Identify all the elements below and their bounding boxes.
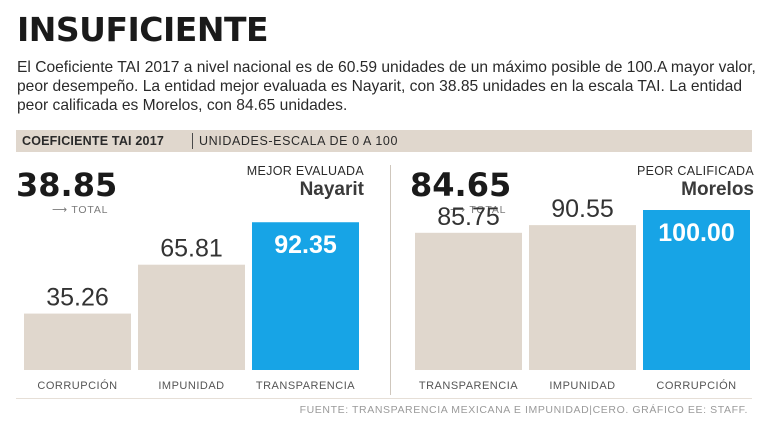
tag-worst: PEOR CALIFICADA Morelos — [637, 164, 754, 201]
data-label: 85.75 — [437, 203, 500, 231]
category-label: TRANSPARENCIA — [419, 380, 518, 392]
data-label: 92.35 — [274, 231, 337, 259]
panel-worst: 84.65 ⟶ TOTAL PEOR CALIFICADA Morelos 85… — [398, 160, 760, 395]
band-subtitle: UNIDADES-ESCALA DE 0 A 100 — [199, 134, 399, 148]
bar-transparencia — [415, 232, 522, 370]
bar-impunidad — [529, 225, 636, 370]
bar-corrupción — [643, 210, 750, 370]
score-best: 38.85 — [16, 166, 118, 204]
bottom-rule — [16, 398, 752, 399]
total-label-worst: ⟶ TOTAL — [450, 204, 507, 216]
tag-best-state: Nayarit — [299, 179, 364, 200]
data-label: 65.81 — [160, 235, 223, 263]
data-label: 35.26 — [46, 284, 109, 312]
tag-worst-line1: PEOR CALIFICADA — [636, 164, 754, 178]
arrow-right-icon: ⟶ — [450, 204, 466, 216]
chart-best: 35.26 CORRUPCIÓN 65.81 IMPUNIDAD 92.35 TRANSP… — [24, 222, 359, 392]
chart-worst: 85.75 TRANSPARENCIA 90.55 IMPUNIDAD 100.00 CO… — [415, 195, 750, 392]
category-label: CORRUPCIÓN — [656, 379, 736, 392]
total-label-best: ⟶ TOTAL — [52, 204, 109, 216]
headline: INSUFICIENTE — [17, 10, 269, 49]
intro-paragraph: El Coeficiente TAI 2017 a nivel nacional… — [17, 59, 756, 114]
band-title: COEFICIENTE TAI 2017 — [22, 134, 164, 148]
arrow-right-icon: ⟶ — [52, 204, 68, 216]
bar-corrupción — [24, 313, 131, 370]
score-worst: 84.65 — [410, 166, 512, 204]
source-note: FUENTE: TRANSPARENCIA MEXICANA E IMPUNID… — [299, 404, 748, 416]
panel-divider — [390, 165, 391, 395]
bar-impunidad — [138, 264, 245, 370]
tag-best: MEJOR EVALUADA Nayarit — [247, 164, 364, 201]
tag-worst-state: Morelos — [681, 179, 754, 200]
panel-best: 38.85 ⟶ TOTAL MEJOR EVALUADA Nayarit 35.… — [8, 160, 370, 395]
bar-transparencia — [252, 222, 359, 370]
data-label: 90.55 — [551, 195, 614, 223]
section-band: COEFICIENTE TAI 2017 UNIDADES-ESCALA DE … — [16, 130, 752, 152]
category-label: IMPUNIDAD — [158, 380, 224, 392]
category-label: TRANSPARENCIA — [256, 380, 355, 392]
data-label: 100.00 — [658, 219, 734, 247]
category-label: CORRUPCIÓN — [37, 379, 117, 392]
category-label: IMPUNIDAD — [549, 380, 615, 392]
band-separator — [192, 133, 193, 149]
tag-best-line1: MEJOR EVALUADA — [246, 164, 364, 178]
